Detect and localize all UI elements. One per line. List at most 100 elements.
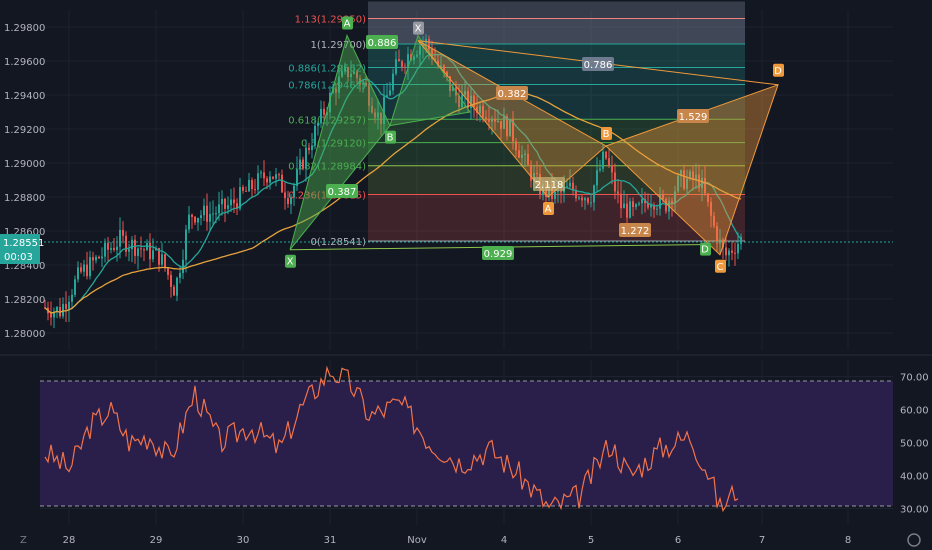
point-label: A [344, 19, 351, 30]
candle-body [212, 213, 214, 215]
fib-band [368, 44, 745, 68]
candle-body [110, 248, 112, 250]
point-label: A [545, 204, 552, 215]
candle-body [740, 237, 742, 244]
candle-body [572, 182, 574, 191]
point-marker [700, 242, 711, 256]
rsi-tick-label: 50.00 [900, 439, 929, 450]
ratio-label: 1.529 [679, 112, 708, 123]
candle-body [83, 264, 85, 272]
fib-band [368, 194, 745, 242]
point-d1[interactable]: D [700, 242, 711, 256]
rsi-axis[interactable]: 70.00 60.00 50.00 40.00 30.00 [900, 373, 929, 516]
candle-body [341, 71, 343, 77]
candle-body [656, 208, 658, 210]
harmonic-patterns[interactable]: XABXABCDD0.8860.7860.3821.5290.3872.1181… [285, 16, 784, 273]
candle-body [320, 108, 322, 124]
candle-body [383, 96, 385, 124]
candle-body [509, 118, 511, 137]
candle-body [56, 307, 58, 312]
point-b1[interactable]: B [385, 130, 396, 144]
settings-icon[interactable] [907, 533, 921, 547]
candle-body [290, 197, 292, 205]
point-label: D [701, 245, 709, 256]
ratio-1272: 1.272 [619, 223, 651, 237]
rsi-tick-label: 40.00 [900, 472, 929, 483]
candle-body [659, 194, 661, 209]
candle-body [332, 88, 334, 93]
candle-body [389, 90, 391, 96]
candle-body [611, 165, 613, 173]
candle-body [506, 116, 508, 137]
point-d2[interactable]: D [773, 63, 784, 77]
point-x2[interactable]: X [413, 21, 424, 35]
candle-body [140, 248, 142, 250]
timezone-icon[interactable]: Z [20, 535, 27, 546]
candle-body [590, 202, 592, 204]
point-b2[interactable]: B [601, 127, 612, 140]
candle-body [362, 82, 364, 85]
candle-body [221, 198, 223, 205]
candle-body [167, 267, 169, 275]
time-axis[interactable]: 28 29 30 31 Nov 4 5 6 7 8 [63, 535, 852, 546]
candle-body [191, 214, 193, 217]
candle-body [296, 169, 298, 186]
candle-body [170, 274, 172, 287]
candle-body [89, 257, 91, 277]
countdown-label: 00:03 [4, 252, 33, 263]
point-x1[interactable]: X [285, 254, 296, 268]
point-c[interactable]: C [715, 259, 726, 273]
point-label: C [717, 262, 724, 273]
candle-body [473, 95, 475, 107]
ratio-label: 0.886 [368, 38, 397, 49]
candle-body [98, 256, 100, 259]
candle-body [62, 304, 64, 317]
time-tick-label: 5 [588, 535, 594, 546]
price-axis[interactable]: 1.29800 1.29600 1.29400 1.29200 1.29000 1.288… [4, 23, 45, 340]
candle-body [401, 61, 403, 67]
ratio-0786: 0.786 [582, 57, 614, 71]
price-tick-label: 1.29400 [4, 91, 45, 102]
price-tick-label: 1.29000 [4, 159, 45, 170]
candle-body [194, 216, 196, 223]
candle-body [185, 229, 187, 260]
candle-body [719, 239, 721, 244]
candle-body [683, 170, 685, 189]
candle-body [299, 159, 301, 170]
point-a2[interactable]: A [543, 202, 554, 215]
candle-body [317, 123, 319, 126]
candle-body [77, 267, 79, 280]
fib-level-label: 0.886(1.29562) [288, 63, 366, 74]
candle-body [182, 259, 184, 273]
candle-body [551, 184, 553, 200]
candle-body [620, 193, 622, 209]
candle-body [587, 198, 589, 203]
candle-body [230, 199, 232, 206]
candle-body [491, 118, 493, 122]
candle-body [665, 198, 667, 212]
candle-body [533, 173, 535, 181]
candle-body [350, 73, 352, 77]
point-marker [385, 130, 396, 144]
candle-body [647, 203, 649, 208]
candle-body [467, 91, 469, 108]
point-marker [601, 127, 612, 140]
candle-body [446, 71, 448, 77]
candle-body [617, 191, 619, 194]
candle-body [485, 117, 487, 119]
candle-body [365, 82, 367, 86]
candle-body [368, 85, 370, 106]
candle-body [416, 54, 418, 57]
candle-body [68, 301, 70, 309]
candle-body [71, 294, 73, 302]
candle-body [596, 170, 598, 186]
candle-body [314, 125, 316, 146]
point-a1[interactable]: A [342, 16, 353, 30]
candle-body [554, 191, 556, 200]
candle-body [449, 76, 451, 91]
candle-body [464, 91, 466, 95]
candle-body [380, 112, 382, 124]
candle-body [479, 105, 481, 114]
candle-body [377, 112, 379, 118]
